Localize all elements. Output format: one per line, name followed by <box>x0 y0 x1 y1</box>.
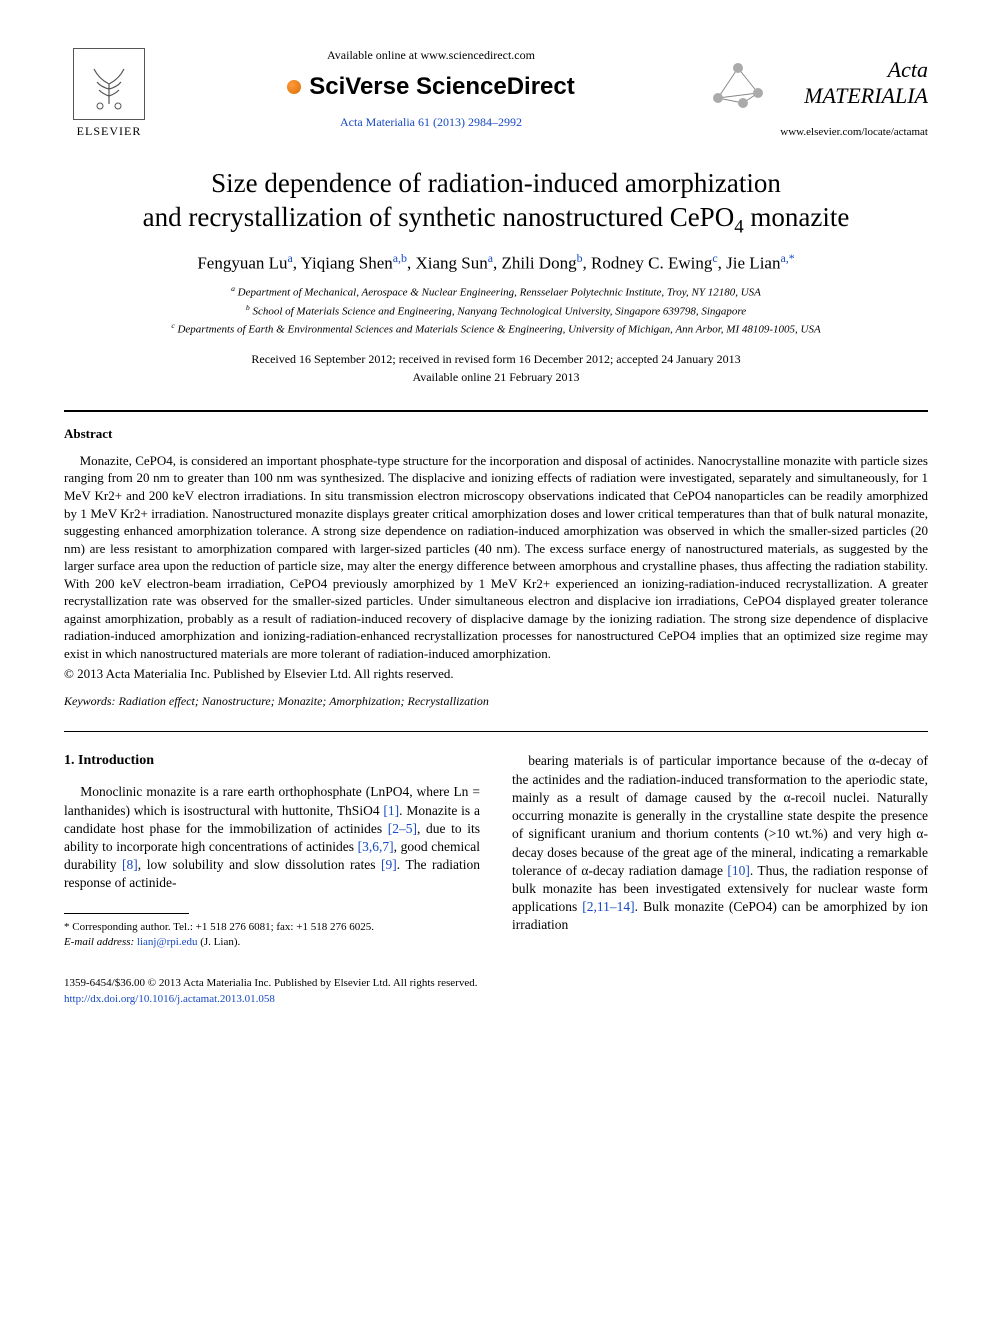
email-label: E-mail address: <box>64 936 134 948</box>
dates-line-2: Available online 21 February 2013 <box>412 370 579 384</box>
section-1-title: 1. Introduction <box>64 752 480 771</box>
title-sub-4: 4 <box>734 216 743 237</box>
affiliations: a Department of Mechanical, Aerospace & … <box>64 283 928 337</box>
authors-line: Fengyuan Lua, Yiqiang Shena,b, Xiang Sun… <box>64 251 928 274</box>
citation-text: Acta Materialia 61 (2013) 2984–2992 <box>340 115 522 129</box>
left-column: 1. Introduction Monoclinic monazite is a… <box>64 752 480 950</box>
journal-block: Acta MATERIALIA www.elsevier.com/locate/… <box>708 48 928 138</box>
header-row: ELSEVIER Available online at www.science… <box>64 48 928 139</box>
sciencedirect-dot-icon <box>287 80 301 94</box>
title-line-1: Size dependence of radiation-induced amo… <box>211 168 781 198</box>
affiliation-b: School of Materials Science and Engineer… <box>252 305 746 317</box>
abstract-body: Monazite, CePO4, is considered an import… <box>64 452 928 663</box>
corresponding-name: (J. Lian). <box>200 936 240 948</box>
journal-logo: Acta MATERIALIA <box>708 48 928 118</box>
platform-name: SciVerse ScienceDirect <box>309 73 575 101</box>
doi-link[interactable]: http://dx.doi.org/10.1016/j.actamat.2013… <box>64 993 275 1005</box>
corresponding-email[interactable]: lianj@rpi.edu <box>137 936 198 948</box>
center-header: Available online at www.sciencedirect.co… <box>154 48 708 130</box>
dates-line-1: Received 16 September 2012; received in … <box>251 352 740 366</box>
available-online-line: Available online at www.sciencedirect.co… <box>174 48 688 63</box>
affiliation-c: Departments of Earth & Environmental Sci… <box>177 323 820 335</box>
journal-graphic-icon <box>708 53 768 113</box>
left-col-p1: Monoclinic monazite is a rare earth orth… <box>64 783 480 892</box>
publisher-label: ELSEVIER <box>64 124 154 139</box>
keywords-label: Keywords: <box>64 694 116 708</box>
body-columns: 1. Introduction Monoclinic monazite is a… <box>64 752 928 950</box>
rule-above-abstract <box>64 410 928 412</box>
journal-url: www.elsevier.com/locate/actamat <box>708 126 928 138</box>
page: ELSEVIER Available online at www.science… <box>0 0 992 1047</box>
elsevier-tree-icon <box>73 48 145 120</box>
footer-block: 1359-6454/$36.00 © 2013 Acta Materialia … <box>64 976 928 1007</box>
citation-line[interactable]: Acta Materialia 61 (2013) 2984–2992 <box>174 115 688 130</box>
title-line-2-post: monazite <box>744 202 850 232</box>
title-line-2-pre: and recrystallization of synthetic nanos… <box>143 202 735 232</box>
abstract-label: Abstract <box>64 426 928 442</box>
right-col-p1: bearing materials is of particular impor… <box>512 752 928 934</box>
keywords-line: Keywords: Radiation effect; Nanostructur… <box>64 694 928 709</box>
publisher-block: ELSEVIER <box>64 48 154 139</box>
abstract-text: Monazite, CePO4, is considered an import… <box>64 452 928 663</box>
rule-below-keywords <box>64 731 928 732</box>
affiliation-a: Department of Mechanical, Aerospace & Nu… <box>238 287 761 299</box>
corresponding-footnote: * Corresponding author. Tel.: +1 518 276… <box>64 920 480 951</box>
dates-block: Received 16 September 2012; received in … <box>64 350 928 386</box>
keywords-text: Radiation effect; Nanostructure; Monazit… <box>119 694 489 708</box>
journal-name: Acta MATERIALIA <box>778 57 928 109</box>
title-block: Size dependence of radiation-induced amo… <box>64 167 928 386</box>
footer-line-1: 1359-6454/$36.00 © 2013 Acta Materialia … <box>64 977 477 989</box>
footnote-separator <box>64 913 189 914</box>
right-column: bearing materials is of particular impor… <box>512 752 928 950</box>
abstract-copyright: © 2013 Acta Materialia Inc. Published by… <box>64 666 928 682</box>
sciencedirect-logo: SciVerse ScienceDirect <box>287 73 575 101</box>
paper-title: Size dependence of radiation-induced amo… <box>64 167 928 239</box>
corresponding-line: * Corresponding author. Tel.: +1 518 276… <box>64 921 374 933</box>
